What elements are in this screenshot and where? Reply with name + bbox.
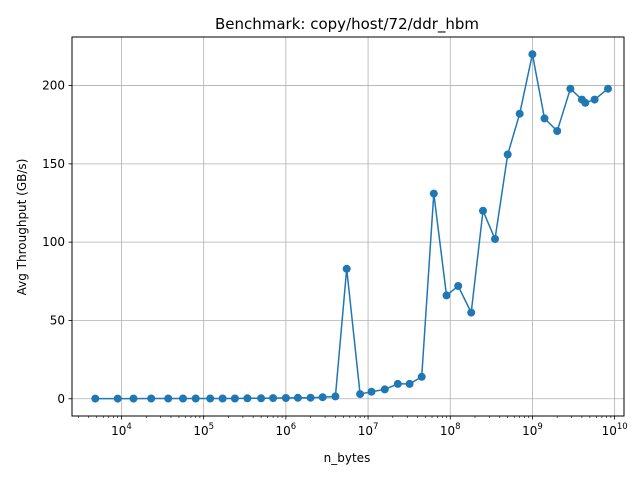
data-point bbox=[491, 235, 499, 243]
data-point bbox=[417, 372, 426, 381]
data-point bbox=[331, 392, 340, 401]
data-point bbox=[293, 393, 302, 402]
data-point bbox=[479, 206, 487, 215]
data-point bbox=[113, 394, 122, 403]
x-tick-label: 1010 bbox=[602, 422, 628, 438]
data-point bbox=[503, 150, 512, 159]
data-point bbox=[129, 394, 138, 403]
data-point bbox=[442, 291, 451, 300]
data-point bbox=[515, 109, 524, 118]
series bbox=[91, 50, 612, 403]
y-tick-label: 150 bbox=[42, 157, 65, 171]
data-point bbox=[356, 390, 365, 399]
data-point bbox=[380, 385, 389, 394]
x-tick-label: 109 bbox=[522, 422, 543, 438]
data-point bbox=[566, 84, 575, 93]
data-point bbox=[367, 387, 376, 396]
data-point bbox=[191, 394, 200, 403]
data-point bbox=[164, 394, 173, 403]
data-point bbox=[218, 394, 227, 403]
data-point bbox=[281, 394, 290, 402]
data-point bbox=[528, 50, 537, 59]
data-point bbox=[405, 379, 414, 388]
data-point bbox=[393, 379, 402, 388]
data-point bbox=[318, 393, 327, 402]
chart-title: Benchmark: copy/host/72/ddr_hbm bbox=[215, 15, 479, 34]
y-axis-ticks: 0 50 100 150 200 bbox=[42, 79, 72, 406]
x-tick-label: 104 bbox=[111, 422, 132, 438]
data-point bbox=[91, 394, 100, 403]
x-axis-ticks: 104 105 106 107 108 109 1010 bbox=[78, 416, 628, 438]
x-tick-label: 106 bbox=[276, 422, 297, 438]
data-point bbox=[590, 95, 599, 104]
y-tick-label: 0 bbox=[57, 392, 65, 406]
data-point bbox=[269, 394, 278, 403]
x-tick-label: 108 bbox=[440, 422, 461, 438]
data-point bbox=[147, 394, 156, 403]
data-point bbox=[243, 394, 252, 403]
data-point bbox=[230, 394, 239, 403]
data-point bbox=[179, 394, 187, 403]
data-point bbox=[604, 84, 612, 93]
x-tick-label: 105 bbox=[193, 422, 214, 438]
y-tick-label: 200 bbox=[42, 79, 65, 93]
y-axis-label: Avg Throughput (GB/s) bbox=[15, 159, 29, 296]
data-point bbox=[206, 394, 215, 403]
data-point bbox=[342, 264, 351, 273]
data-point bbox=[553, 127, 562, 135]
y-tick-label: 50 bbox=[50, 313, 65, 327]
data-point bbox=[454, 282, 463, 290]
grid bbox=[72, 37, 624, 416]
x-tick-label: 107 bbox=[358, 422, 379, 438]
data-point bbox=[429, 189, 438, 198]
data-point bbox=[306, 393, 315, 402]
plot-frame bbox=[71, 36, 625, 417]
y-tick-label: 100 bbox=[42, 235, 65, 249]
data-point bbox=[467, 308, 476, 317]
data-point bbox=[257, 394, 266, 403]
x-axis-label: n_bytes bbox=[324, 451, 371, 465]
series-line bbox=[95, 54, 609, 400]
data-point bbox=[581, 98, 590, 107]
data-point bbox=[540, 114, 549, 123]
